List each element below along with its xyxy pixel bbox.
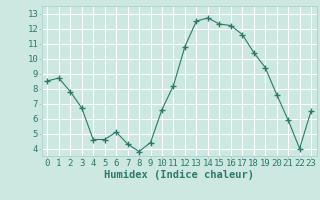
X-axis label: Humidex (Indice chaleur): Humidex (Indice chaleur) [104, 170, 254, 180]
